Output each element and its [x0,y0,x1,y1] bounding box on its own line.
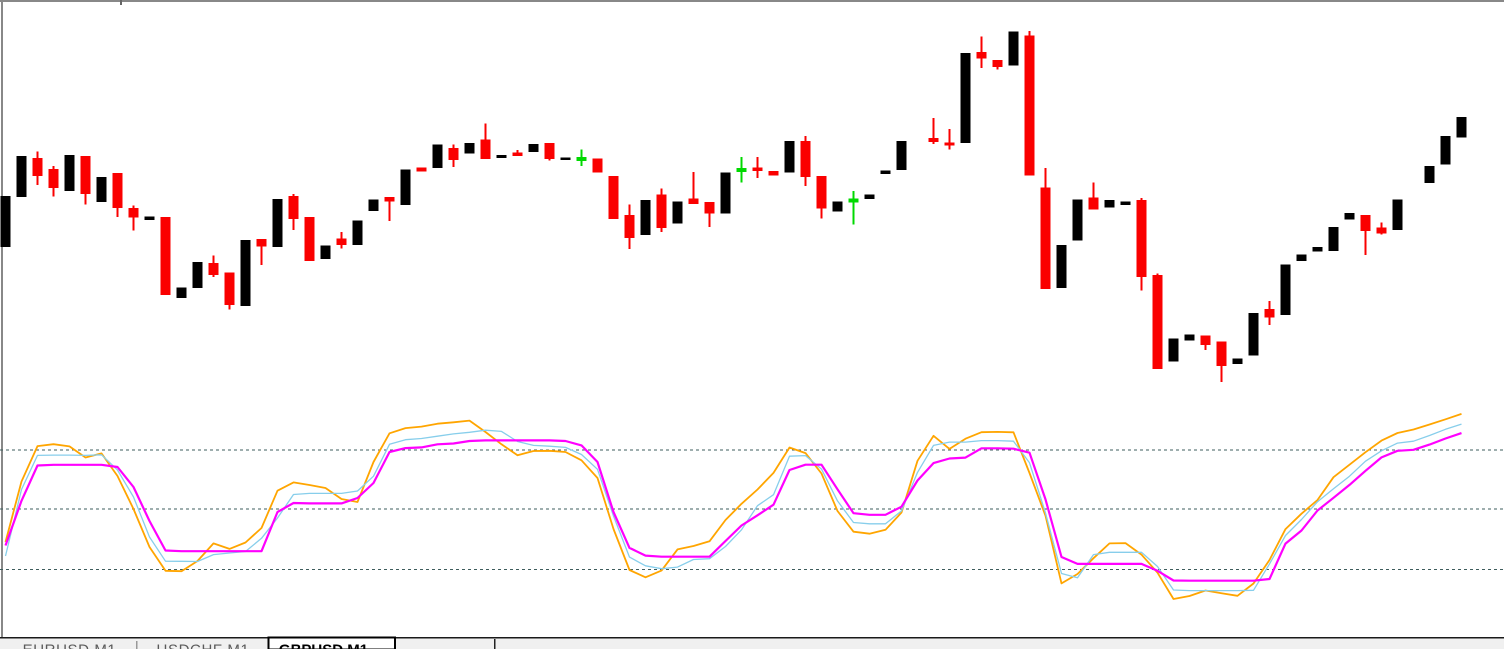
svg-text:EURUSD M1: EURUSD M1 [23,642,117,649]
svg-text:GBPUSD M1: GBPUSD M1 [279,642,368,649]
svg-text:USDCHF M1: USDCHF M1 [157,642,250,649]
